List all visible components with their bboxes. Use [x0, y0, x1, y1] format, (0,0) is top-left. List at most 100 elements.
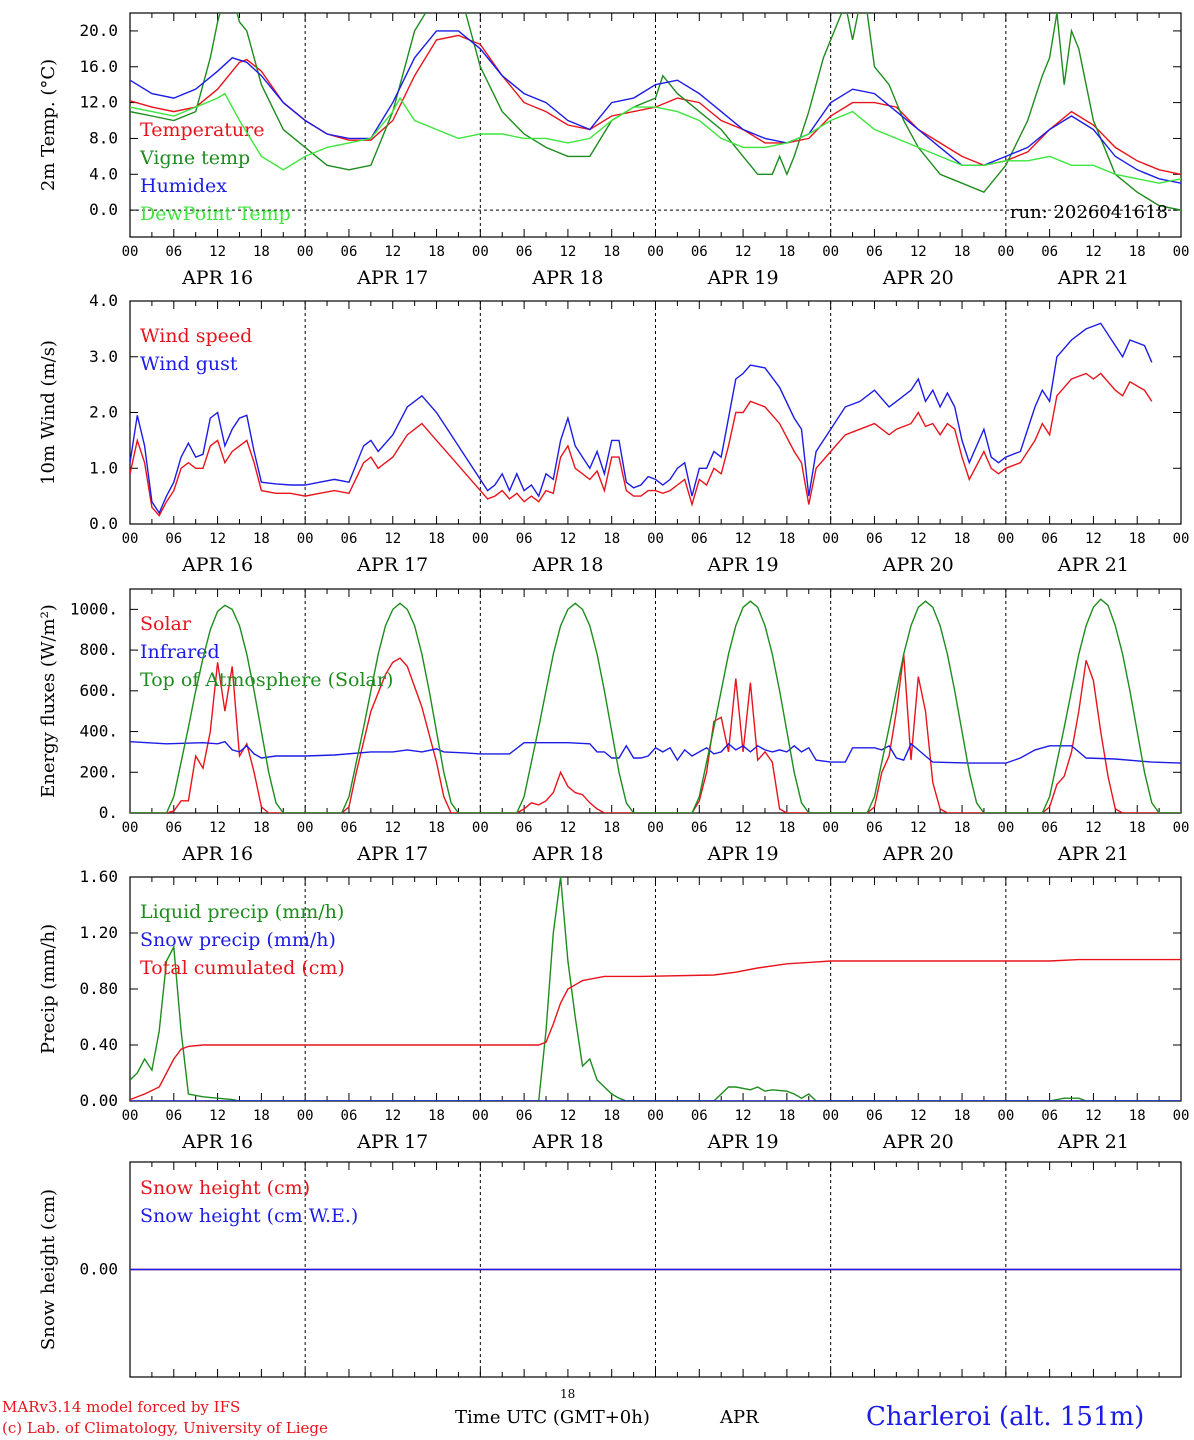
- x-tick-label: 12: [209, 820, 226, 836]
- x-tick-label: 18: [253, 531, 270, 547]
- y-tick-label: 4.0: [89, 164, 118, 183]
- day-label: APR 20: [882, 843, 954, 865]
- x-tick-label: 12: [1085, 1108, 1102, 1124]
- day-label: APR 21: [1057, 554, 1129, 576]
- x-tick-label: 00: [997, 1108, 1014, 1124]
- y-tick-label: 2.0: [89, 403, 118, 422]
- x-tick-label: 00: [647, 820, 664, 836]
- x-tick-label: 18: [428, 531, 445, 547]
- day-label: APR 20: [882, 554, 954, 576]
- y-axis-title: Energy fluxes (W/m²): [38, 604, 59, 798]
- x-tick-label: 18: [1129, 1108, 1146, 1124]
- x-tick-label: 00: [472, 1108, 489, 1124]
- day-label: APR 18: [531, 1131, 603, 1153]
- day-label: APR 16: [181, 267, 253, 289]
- y-tick-label: 0.00: [79, 1091, 118, 1110]
- y-tick-label: 0.00: [79, 1260, 118, 1279]
- x-tick-label: 18: [954, 531, 971, 547]
- x-tick-label: 18: [603, 1108, 620, 1124]
- legend-entry: Snow height (cm W.E.): [140, 1205, 358, 1227]
- y-axis-title: 2m Temp. (°C): [38, 59, 59, 191]
- x-tick-label: 00: [647, 244, 664, 260]
- legend-entry: Total cumulated (cm): [140, 957, 345, 979]
- day-label: APR 16: [181, 1131, 253, 1153]
- series-line-solar: [130, 654, 1181, 813]
- legend-entry: DewPoint Temp: [140, 203, 291, 225]
- day-label: APR 20: [882, 267, 954, 289]
- x-tick-label: 00: [297, 1108, 314, 1124]
- x-tick-label: 12: [559, 531, 576, 547]
- x-tick-label: 06: [165, 244, 182, 260]
- y-tick-label: 800.: [79, 640, 118, 659]
- day-label: APR 18: [531, 554, 603, 576]
- x-tick-label: 12: [735, 244, 752, 260]
- day-label: APR 17: [356, 1131, 428, 1153]
- x-tick-label: 00: [122, 531, 139, 547]
- x-tick-label: 18: [253, 244, 270, 260]
- x-tick-label: 00: [822, 531, 839, 547]
- day-label: APR 19: [707, 554, 779, 576]
- x-tick-label: 06: [1041, 244, 1058, 260]
- x-tick-label: 06: [1041, 531, 1058, 547]
- x-tick-label: 18: [778, 820, 795, 836]
- legend-entry: Infrared: [140, 641, 220, 663]
- x-tick-label: 18: [603, 531, 620, 547]
- series-line-dewpoint-temp: [130, 92, 1181, 184]
- panel-precip: 00 06 12 18 00 06 12 18 00 06 12 18 00 06 12 18 00 06 12 18…: [38, 867, 1189, 1153]
- x-tick-label: 18: [428, 244, 445, 260]
- x-tick-label: 12: [384, 244, 401, 260]
- x-tick-label: 18: [954, 244, 971, 260]
- x-tick-label: 12: [384, 531, 401, 547]
- x-tick-label: 00: [647, 531, 664, 547]
- x-tick-label: 12: [559, 1108, 576, 1124]
- x-tick-label: 06: [341, 820, 358, 836]
- x-tick-label: 18: [954, 820, 971, 836]
- footer-month-label: APR: [720, 1407, 759, 1428]
- y-tick-label: 4.0: [89, 291, 118, 310]
- x-tick-label: 12: [735, 1108, 752, 1124]
- day-label: APR 18: [531, 267, 603, 289]
- legend-entry: Wind gust: [140, 353, 238, 375]
- x-tick-label: 00: [472, 244, 489, 260]
- x-tick-label: 06: [866, 1108, 883, 1124]
- series-line-wind-gust: [130, 322, 1153, 515]
- panel-frame: [129, 588, 1182, 814]
- x-tick-label: 06: [341, 1108, 358, 1124]
- y-tick-label: 0.40: [79, 1035, 118, 1054]
- x-tick-label: 06: [341, 531, 358, 547]
- day-label: APR 21: [1057, 843, 1129, 865]
- model-credit: MARv3.14 model forced by IFS: [2, 1398, 241, 1416]
- footer-hour-label: 18: [560, 1387, 576, 1401]
- legend-entry: Top of Atmosphere (Solar): [140, 669, 393, 691]
- panel-snow: 0.00 Snow height (cm) Snow height (cm) Snow…: [38, 1161, 1182, 1378]
- lab-credit: (c) Lab. of Climatology, University of L…: [2, 1419, 328, 1437]
- x-tick-label: 06: [1041, 820, 1058, 836]
- y-axis-title: Snow height (cm): [38, 1189, 59, 1350]
- x-tick-label: 06: [341, 244, 358, 260]
- day-label: APR 19: [707, 843, 779, 865]
- x-tick-label: 18: [778, 244, 795, 260]
- x-tick-label: 00: [297, 820, 314, 836]
- legend-entry: Snow precip (mm/h): [140, 929, 336, 951]
- series-line-total-cumulated-cm-: [130, 958, 1181, 1101]
- x-tick-label: 06: [866, 244, 883, 260]
- x-tick-label: 06: [691, 531, 708, 547]
- y-tick-label: 0.0: [89, 200, 118, 219]
- legend-entry: Snow height (cm): [140, 1177, 310, 1199]
- y-tick-label: 400.: [79, 722, 118, 741]
- panel-wind: 00 06 12 18 00 06 12 18 00 06 12 18 00 06 12 18 00 06 12 18…: [38, 291, 1189, 576]
- legend-entry: Humidex: [140, 175, 227, 197]
- y-tick-label: 20.0: [79, 21, 118, 40]
- y-axis-title: 10m Wind (m/s): [38, 340, 59, 485]
- series-line-infrared: [130, 740, 1181, 764]
- legend-entry: Solar: [140, 613, 192, 635]
- series-line-wind-speed: [130, 372, 1153, 517]
- y-tick-label: 0.: [99, 803, 118, 822]
- x-tick-label: 06: [165, 820, 182, 836]
- run-annotation: run: 2026041618: [1010, 202, 1168, 223]
- x-tick-label: 18: [1129, 820, 1146, 836]
- panel-temp: 00 06 12 18 00 06 12 18 00 06 12 18 00 06 12 18 00 06 12 18…: [38, 12, 1189, 289]
- x-tick-label: 12: [910, 531, 927, 547]
- legend-entry: Temperature: [140, 119, 264, 141]
